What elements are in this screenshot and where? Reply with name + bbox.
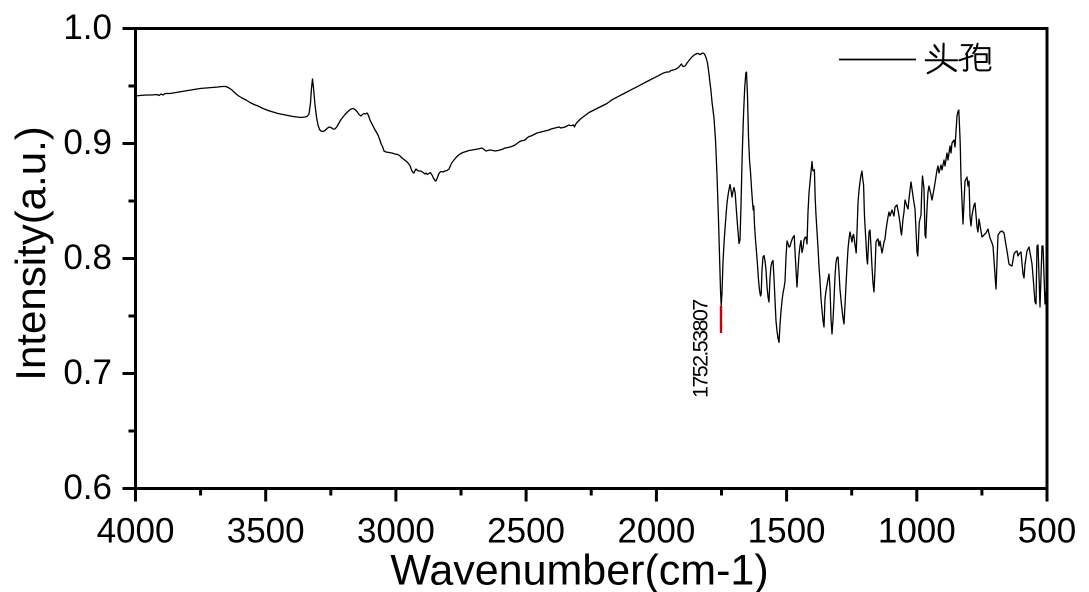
svg-text:0.8: 0.8 <box>63 238 112 277</box>
svg-text:3500: 3500 <box>227 512 305 551</box>
svg-text:Intensity(a.u.): Intensity(a.u.) <box>7 126 54 380</box>
svg-text:4000: 4000 <box>97 512 175 551</box>
svg-text:2000: 2000 <box>617 512 695 551</box>
svg-text:2500: 2500 <box>487 512 565 551</box>
svg-text:1000: 1000 <box>878 512 956 551</box>
svg-text:0.6: 0.6 <box>63 468 112 507</box>
svg-text:3000: 3000 <box>357 512 435 551</box>
svg-text:Wavenumber(cm-1): Wavenumber(cm-1) <box>390 547 768 592</box>
svg-text:1752.53807: 1752.53807 <box>689 300 713 398</box>
svg-text:1500: 1500 <box>748 512 826 551</box>
svg-text:500: 500 <box>1018 512 1076 551</box>
svg-text:0.9: 0.9 <box>63 123 112 162</box>
svg-text:0.7: 0.7 <box>63 353 112 392</box>
svg-text:1.0: 1.0 <box>63 8 112 47</box>
